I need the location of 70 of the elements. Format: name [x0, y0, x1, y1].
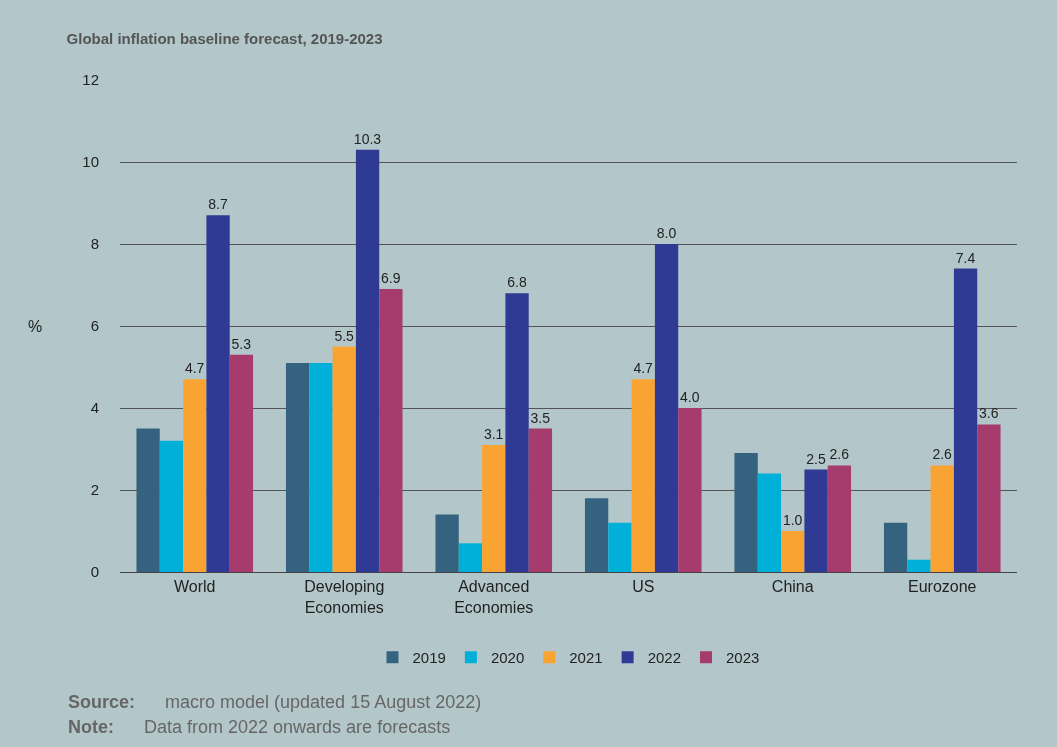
y-tick-label: 8	[90, 235, 99, 253]
y-tick-label: 4	[90, 399, 99, 417]
chart-title: Global inflation baseline forecast, 2019-2023	[66, 30, 383, 48]
data-label: 10.3	[353, 130, 382, 147]
bar	[734, 453, 758, 572]
data-label: 3.1	[483, 425, 504, 442]
data-label: 8.0	[656, 225, 677, 241]
bar	[907, 559, 931, 572]
text: Source: macro model (updated 15 August 2022)	[68, 692, 482, 712]
y-tick-label: 2	[90, 481, 99, 499]
data-label: 2.6	[932, 446, 953, 463]
y-tick-label: 10	[82, 153, 99, 171]
legend-label: 2022	[647, 648, 681, 666]
bar	[435, 514, 459, 572]
bar	[757, 473, 782, 572]
bar	[953, 268, 978, 572]
x-tick-label: World	[174, 578, 216, 596]
text: Note: Data from 2022 onwards are forecasts	[68, 717, 451, 737]
bar	[309, 362, 333, 572]
x-tick-label: Developing Economies	[304, 578, 385, 616]
data-label: 6.9	[381, 270, 401, 287]
y-tick-label: 12	[82, 71, 99, 89]
y-axis-title: %	[28, 318, 43, 335]
bar	[482, 444, 506, 572]
data-label: 6.8	[507, 274, 527, 291]
bar	[883, 522, 908, 572]
bar	[229, 354, 254, 572]
bar	[458, 543, 483, 572]
bar	[977, 424, 1001, 572]
bar	[804, 469, 828, 572]
data-label: 5.5	[334, 327, 355, 344]
y-tick-label: 0	[90, 563, 99, 581]
bar	[136, 428, 160, 572]
bar	[355, 149, 380, 572]
x-tick-label: Advanced Economies	[454, 578, 534, 616]
bar	[781, 531, 805, 572]
legend-label: 2020	[490, 648, 525, 666]
legend-label: 2021	[569, 648, 603, 666]
bar	[678, 408, 702, 572]
bar	[183, 379, 207, 572]
bar	[654, 244, 679, 572]
x-tick-label: China	[771, 578, 814, 596]
bar	[930, 465, 954, 572]
data-label: 3.5	[530, 409, 551, 426]
bar	[332, 346, 356, 572]
data-label: 5.3	[231, 335, 252, 352]
data-label: 3.6	[979, 405, 999, 422]
data-label: 4.0	[680, 389, 700, 405]
data-label: 2.6	[829, 446, 850, 463]
bar	[584, 498, 609, 572]
bar	[206, 215, 230, 572]
legend-label: 2019	[412, 648, 446, 666]
data-label: 7.4	[955, 249, 976, 266]
bar	[631, 379, 655, 572]
data-label: 2.5	[806, 450, 826, 467]
bar	[285, 362, 310, 572]
y-tick-label: 6	[90, 317, 99, 335]
data-label: 1.0	[782, 512, 803, 528]
bar	[528, 428, 553, 572]
bar	[827, 465, 852, 572]
x-tick-label: US	[632, 578, 655, 596]
bar	[505, 293, 529, 572]
bar	[608, 522, 632, 572]
bar	[379, 289, 403, 572]
data-label: 4.7	[633, 360, 654, 377]
x-tick-label: Eurozone	[908, 578, 977, 596]
bar	[159, 440, 184, 572]
legend-label: 2023	[726, 648, 760, 666]
data-label: 8.7	[208, 196, 228, 213]
data-label: 4.7	[184, 360, 205, 377]
